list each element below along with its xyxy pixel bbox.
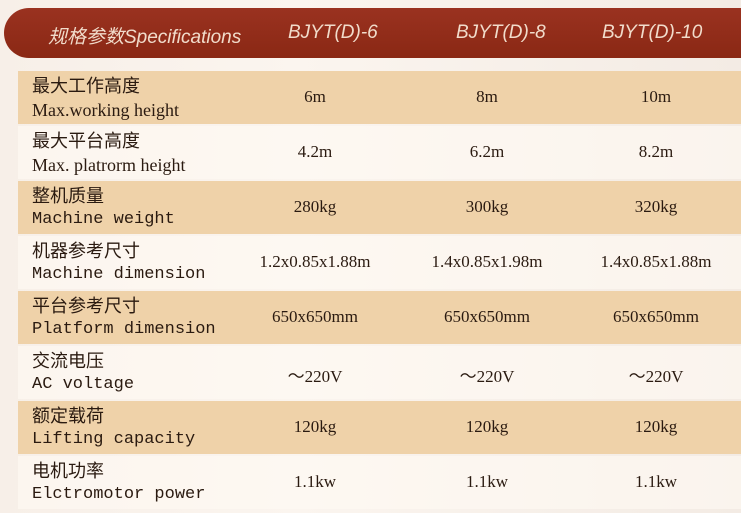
table-cell: 280kg [293,197,337,216]
table-row: 电机功率 Elctromotor power 1.1kw 1.1kw 1.1kw [18,456,741,509]
model-header-2: BJYT(D)-8 [456,22,546,43]
table-cell: 120kg [293,417,337,436]
table-cell: ～220V [287,367,343,386]
table-cell: 320kg [634,197,678,216]
row-label-en: Max. platrorm height [32,155,186,175]
row-label: 机器参考尺寸 Machine dimension [32,239,205,287]
table-cell: 6.2m [469,142,505,161]
table-cell: 1.4x0.85x1.98m [431,252,543,271]
table-row: 整机质量 Machine weight 280kg 300kg 320kg [18,181,741,234]
table-cell: 1.1kw [465,472,509,491]
row-label-zh: 整机质量 [32,186,104,206]
spec-header-label: 规格参数Specifications [48,27,242,48]
table-row: 交流电压 AC voltage ～220V ～220V ～220V [18,346,741,399]
row-label-en: Max.working height [32,100,179,120]
row-label-en: Elctromotor power [32,485,206,504]
row-label: 整机质量 Machine weight [32,184,175,232]
row-label: 最大平台高度 Max. platrorm height [32,129,185,177]
row-label-en: Machine weight [32,210,175,229]
row-label-zh: 平台参考尺寸 [32,296,140,316]
table-cell: 650x650mm [272,307,358,326]
table-cell: 6m [304,87,326,106]
row-label-zh: 电机功率 [32,461,104,481]
table-cell: 8.2m [638,142,674,161]
table-cell: 1.2x0.85x1.88m [259,252,371,271]
table-cell: ～220V [459,367,515,386]
table-row: 最大工作高度 Max.working height 6m 8m 10m [18,71,741,124]
table-cell: 650x650mm [613,307,699,326]
table-cell: 120kg [465,417,509,436]
row-label-en: AC voltage [32,375,135,394]
table-cell: 300kg [465,197,509,216]
spec-table-header: 规格参数Specifications BJYT(D)-6 BJYT(D)-8 B… [4,8,741,58]
model-header-1: BJYT(D)-6 [288,22,378,43]
table-cell: 1.4x0.85x1.88m [600,252,712,271]
row-label: 平台参考尺寸 Platform dimension [32,294,216,342]
table-row: 平台参考尺寸 Platform dimension 650x650mm 650x650… [18,291,741,344]
table-cell: 120kg [634,417,678,436]
row-label: 电机功率 Elctromotor power [32,459,205,507]
table-cell: 4.2m [297,142,333,161]
table-cell: 8m [476,87,498,106]
table-row: 机器参考尺寸 Machine dimension 1.2x0.85x1.88m 1.4… [18,236,741,289]
row-label-zh: 最大平台高度 [32,131,140,151]
row-label-zh: 最大工作高度 [32,76,140,96]
model-header-3: BJYT(D)-10 [602,22,703,43]
table-cell: 1.1kw [293,472,337,491]
row-label-zh: 交流电压 [32,351,104,371]
row-label-en: Platform dimension [32,320,216,339]
table-cell: ～220V [628,367,684,386]
row-label-en: Machine dimension [32,265,206,284]
table-cell: 650x650mm [444,307,530,326]
row-label: 最大工作高度 Max.working height [32,74,179,122]
table-row: 额定载荷 Lifting capacity 120kg 120kg 120kg [18,401,741,454]
row-label: 额定载荷 Lifting capacity [32,404,195,452]
table-cell: 10m [640,87,672,106]
row-label-zh: 机器参考尺寸 [32,241,140,261]
row-label-zh: 额定载荷 [32,406,104,426]
row-label: 交流电压 AC voltage [32,349,134,397]
row-label-en: Lifting capacity [32,430,196,449]
table-cell: 1.1kw [634,472,678,491]
table-row: 最大平台高度 Max. platrorm height 4.2m 6.2m 8.2m [18,126,741,179]
